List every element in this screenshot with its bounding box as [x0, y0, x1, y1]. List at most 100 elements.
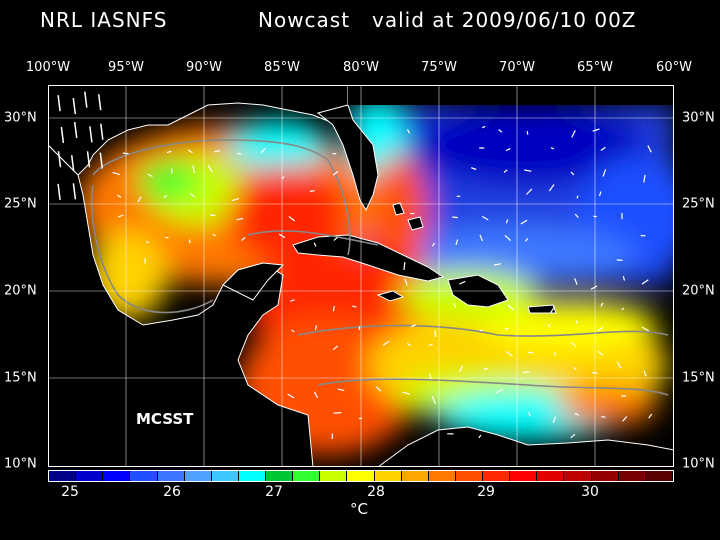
current-vector [137, 196, 142, 203]
current-vector [189, 192, 195, 198]
current-vector [524, 238, 529, 242]
current-vector [117, 214, 124, 218]
current-vector [236, 217, 244, 221]
current-vector [402, 391, 411, 395]
current-vector [212, 233, 217, 237]
current-vector [313, 391, 319, 399]
current-vector [281, 176, 285, 180]
florida-peninsula [316, 104, 379, 212]
colorbar-swatch [238, 471, 266, 481]
colorbar-swatch [428, 471, 456, 481]
current-vector [524, 169, 532, 172]
current-vector [332, 305, 335, 312]
current-vector [481, 215, 489, 221]
lat-label-left: 10°N [4, 456, 37, 472]
colorbar-swatch [401, 471, 429, 481]
lon-label: 90°W [186, 60, 222, 75]
colorbar-swatch [157, 471, 185, 481]
lon-label: 65°W [577, 60, 613, 75]
current-vector [434, 330, 437, 337]
current-vector [597, 326, 604, 332]
current-vector [506, 351, 513, 357]
current-vector [503, 169, 508, 173]
current-vector [647, 145, 652, 153]
current-vector [600, 146, 606, 151]
colorbar-swatch [211, 471, 239, 481]
current-vector [406, 342, 411, 346]
current-vector [575, 320, 579, 324]
current-vector [601, 416, 606, 418]
current-vector [84, 91, 88, 108]
current-vector [550, 147, 555, 150]
current-vector [99, 152, 104, 169]
current-vector [313, 242, 317, 247]
lat-label-right: 15°N [682, 370, 715, 386]
current-vector [571, 130, 576, 138]
no-data-strip [348, 85, 674, 105]
colorbar-tick-label: 26 [163, 484, 181, 500]
current-vector [493, 263, 502, 266]
current-vector [291, 329, 295, 333]
current-vector [57, 95, 61, 112]
current-vector [147, 173, 153, 178]
lon-label: 60°W [656, 60, 692, 75]
current-vector [209, 214, 216, 217]
current-vector [479, 234, 484, 242]
colorbar-swatch [537, 471, 565, 481]
lat-label-right: 25°N [682, 196, 715, 212]
current-vector [498, 129, 503, 133]
lat-label-left: 30°N [4, 110, 37, 126]
current-vector [332, 345, 338, 351]
current-vector [260, 147, 266, 154]
lon-label: 75°W [421, 60, 457, 75]
current-vector [314, 325, 318, 331]
current-vector [598, 191, 602, 197]
current-vector [481, 125, 486, 129]
current-vector [57, 183, 61, 200]
current-vector [574, 278, 578, 285]
current-vector [236, 152, 242, 155]
current-vector [60, 126, 65, 144]
current-vector [478, 434, 482, 439]
colorbar-tick-label: 28 [367, 484, 385, 500]
current-vector [573, 366, 577, 371]
current-vector [459, 280, 466, 285]
current-vector [404, 278, 408, 286]
lat-label-left: 20°N [4, 283, 37, 299]
lon-label: 95°W [108, 60, 144, 75]
current-vector [428, 343, 434, 347]
current-vector [122, 152, 129, 155]
colorbar-swatch [455, 471, 483, 481]
colorbar-swatch [320, 471, 348, 481]
current-vector [522, 370, 530, 374]
current-vector [72, 98, 77, 115]
current-vector [458, 365, 464, 372]
colorbar-swatch [618, 471, 646, 481]
current-vector [453, 302, 457, 309]
current-vector [622, 416, 628, 422]
current-vector [643, 370, 647, 377]
current-vector [116, 194, 122, 198]
current-vector [574, 412, 580, 416]
current-vector [527, 351, 534, 354]
colorbar-swatch [76, 471, 104, 481]
lon-label: 80°W [343, 60, 379, 75]
colorbar-swatch [103, 471, 131, 481]
bathymetry-contours [90, 139, 669, 396]
current-vector [552, 416, 557, 424]
current-vector [570, 433, 576, 439]
current-vector [278, 233, 286, 239]
lat-label-right: 30°N [682, 110, 715, 126]
current-vector [547, 323, 551, 328]
colorbar-swatch [266, 471, 294, 481]
current-vector [57, 151, 62, 168]
south-america [377, 426, 674, 467]
current-vector [187, 149, 193, 154]
current-vector [504, 234, 512, 242]
colorbar-tick-label: 29 [477, 484, 495, 500]
current-vector [431, 242, 436, 247]
current-vector [592, 128, 600, 132]
current-vector [621, 307, 625, 311]
current-vector [641, 279, 649, 285]
lat-label-right: 10°N [682, 456, 715, 472]
